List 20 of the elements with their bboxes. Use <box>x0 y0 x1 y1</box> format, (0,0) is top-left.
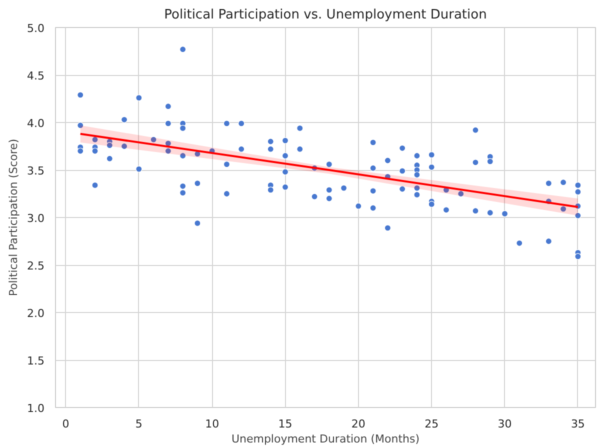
y-axis-title: Political Participation (Score) <box>7 138 20 296</box>
x-tick-label: 15 <box>278 418 292 430</box>
x-tick-label: 0 <box>62 418 70 430</box>
y-tick-label: 4.5 <box>27 70 45 82</box>
x-tick-label: 25 <box>424 418 439 430</box>
x-tick-label: 10 <box>205 418 220 430</box>
y-tick-label: 1.5 <box>27 354 45 368</box>
x-tick-label: 30 <box>498 418 512 430</box>
y-tick-label: 4.0 <box>27 117 45 130</box>
x-axis-title: Unemployment Duration (Months) <box>231 432 420 446</box>
y-tick-label: 3.0 <box>27 212 45 225</box>
x-tick-label: 5 <box>135 418 142 430</box>
x-tick-label: 35 <box>570 418 585 430</box>
y-tick-label: 2.5 <box>27 260 45 272</box>
y-tick-label: 5.0 <box>27 22 45 35</box>
y-tick-label: 1.0 <box>27 402 45 415</box>
chart-title: Political Participation vs. Unemployment Duration <box>164 8 487 22</box>
y-tick-label: 2.0 <box>27 307 45 320</box>
y-tick-label: 3.5 <box>27 164 45 178</box>
x-tick-label: 20 <box>351 418 366 430</box>
